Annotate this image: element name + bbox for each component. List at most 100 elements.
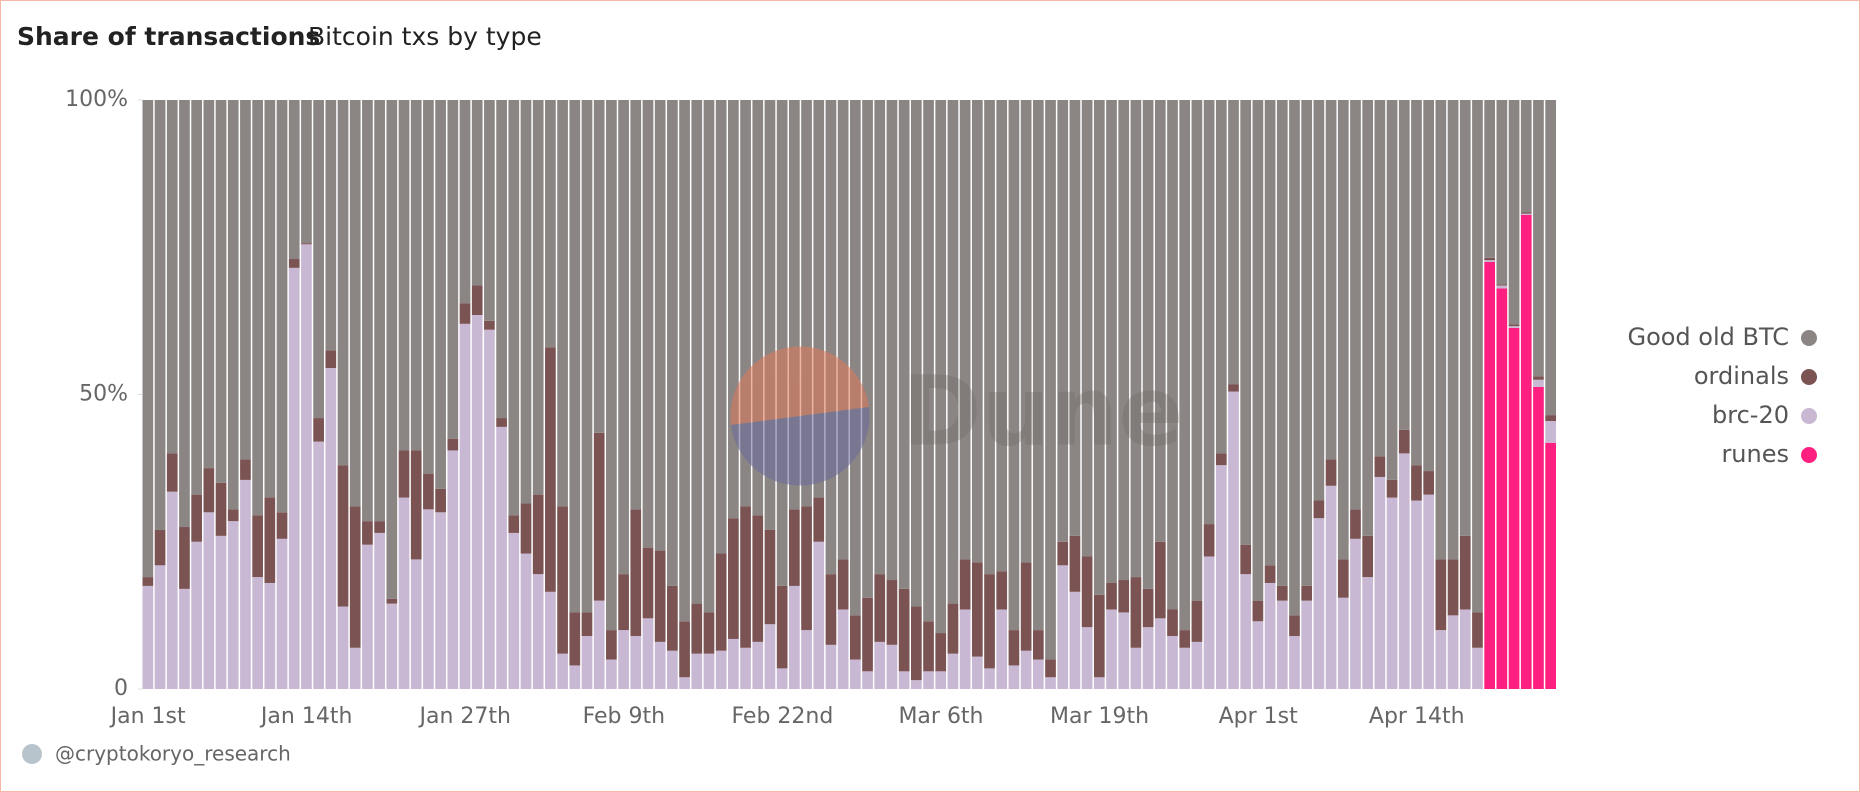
bar-segment bbox=[1179, 100, 1191, 631]
bar-segment bbox=[996, 571, 1008, 610]
bar-segment bbox=[240, 100, 251, 460]
bar-segment bbox=[1264, 100, 1276, 566]
bar-segment bbox=[313, 100, 324, 419]
bar-segment bbox=[1313, 518, 1325, 689]
bar-segment bbox=[1020, 562, 1032, 651]
bar-segment bbox=[1289, 100, 1300, 616]
bar-segment bbox=[654, 100, 666, 551]
bar-segment bbox=[1472, 647, 1483, 689]
bar-segment bbox=[862, 671, 873, 689]
bar-segment bbox=[898, 671, 910, 689]
bar-segment bbox=[1301, 585, 1313, 601]
bar-segment bbox=[776, 100, 788, 586]
bar-segment bbox=[837, 559, 849, 610]
bar-segment bbox=[752, 641, 764, 689]
bar-segment bbox=[1069, 591, 1081, 689]
bar-segment bbox=[1191, 100, 1203, 601]
bar-segment bbox=[1374, 476, 1386, 689]
bar-segment bbox=[166, 100, 178, 454]
bar-segment bbox=[1191, 600, 1203, 642]
bar-segment bbox=[740, 100, 751, 507]
bar-segment bbox=[959, 559, 971, 610]
bar-segment bbox=[179, 588, 190, 689]
bar-segment bbox=[398, 497, 410, 689]
plot bbox=[138, 99, 1556, 690]
bar-segment bbox=[1154, 541, 1166, 619]
bar-segment bbox=[1008, 665, 1020, 689]
bar-segment bbox=[1545, 421, 1556, 443]
bar-segment bbox=[1081, 556, 1093, 628]
bar-segment bbox=[1423, 494, 1435, 689]
bar-segment bbox=[313, 418, 324, 442]
bar-segment bbox=[1447, 559, 1459, 616]
x-tick-label: Mar 19th bbox=[1050, 704, 1149, 729]
bar-segment bbox=[484, 320, 495, 330]
bar-segment bbox=[1167, 635, 1178, 689]
bar-segment bbox=[1301, 100, 1313, 586]
bar-segment bbox=[1545, 415, 1556, 422]
bar-segment bbox=[301, 244, 312, 689]
bar-segment bbox=[447, 438, 459, 451]
bar-segment bbox=[1008, 630, 1020, 666]
bar-segment bbox=[410, 450, 422, 560]
bar-segment bbox=[154, 100, 166, 530]
bar-segment bbox=[337, 606, 349, 689]
bar-segment bbox=[1411, 500, 1422, 689]
bar-segment bbox=[1386, 100, 1398, 480]
bar-segment bbox=[496, 426, 507, 689]
bar-segment bbox=[667, 585, 678, 651]
bar-segment bbox=[1496, 288, 1508, 689]
bar-segment bbox=[1045, 100, 1056, 660]
bar-segment bbox=[142, 577, 154, 586]
bar-segment bbox=[1045, 659, 1056, 678]
bar-segment bbox=[776, 668, 788, 689]
bar-segment bbox=[691, 603, 703, 654]
bar-segment bbox=[1093, 100, 1105, 595]
bar-segment bbox=[1032, 659, 1044, 689]
bar-segment bbox=[935, 633, 947, 672]
y-tick-label: 0 bbox=[114, 676, 128, 701]
bar-segment bbox=[813, 541, 825, 689]
bar-segment bbox=[423, 509, 434, 689]
bar-segment bbox=[386, 598, 398, 604]
bar-segment bbox=[1484, 260, 1496, 262]
bar-segment bbox=[984, 100, 995, 575]
bar-segment bbox=[971, 562, 983, 657]
bar-segment bbox=[508, 515, 520, 533]
bar-segment bbox=[886, 100, 898, 581]
bar-segment bbox=[337, 100, 349, 466]
bar-segment bbox=[1057, 565, 1069, 689]
bar-segment bbox=[1057, 541, 1069, 566]
bar-segment bbox=[1545, 100, 1556, 416]
bar-segment bbox=[484, 329, 495, 689]
bar-segment bbox=[545, 591, 556, 689]
footer: @cryptokoryo_research bbox=[55, 742, 291, 766]
chart-title: Share of transactions bbox=[17, 22, 320, 51]
bar-segment bbox=[898, 100, 910, 589]
bar-segment bbox=[1350, 100, 1361, 510]
bar-segment bbox=[545, 347, 556, 592]
bar-segment bbox=[910, 100, 922, 607]
bar-segment bbox=[1301, 600, 1313, 689]
bar-segment bbox=[520, 100, 532, 504]
bar-segment bbox=[435, 488, 446, 513]
bar-segment bbox=[1520, 100, 1532, 213]
x-tick-label: Feb 9th bbox=[583, 704, 666, 729]
footer-icon bbox=[22, 744, 42, 764]
watermark: Dune bbox=[730, 346, 1183, 486]
bar-segment bbox=[386, 100, 398, 599]
bar-segment bbox=[179, 527, 190, 589]
bar-segment bbox=[166, 491, 178, 689]
bar-segment bbox=[179, 100, 190, 528]
bar-segment bbox=[1411, 100, 1422, 466]
bar-segment bbox=[1337, 597, 1349, 689]
bar-segment bbox=[1228, 384, 1239, 392]
bar-segment bbox=[301, 100, 312, 244]
bar-segment bbox=[325, 367, 337, 689]
bar-segment bbox=[1167, 609, 1178, 636]
bar-segment bbox=[1008, 100, 1020, 631]
bar-segment bbox=[581, 635, 593, 689]
bar-segment bbox=[874, 100, 886, 575]
bar-segment bbox=[349, 100, 361, 507]
bar-segment bbox=[679, 100, 690, 622]
